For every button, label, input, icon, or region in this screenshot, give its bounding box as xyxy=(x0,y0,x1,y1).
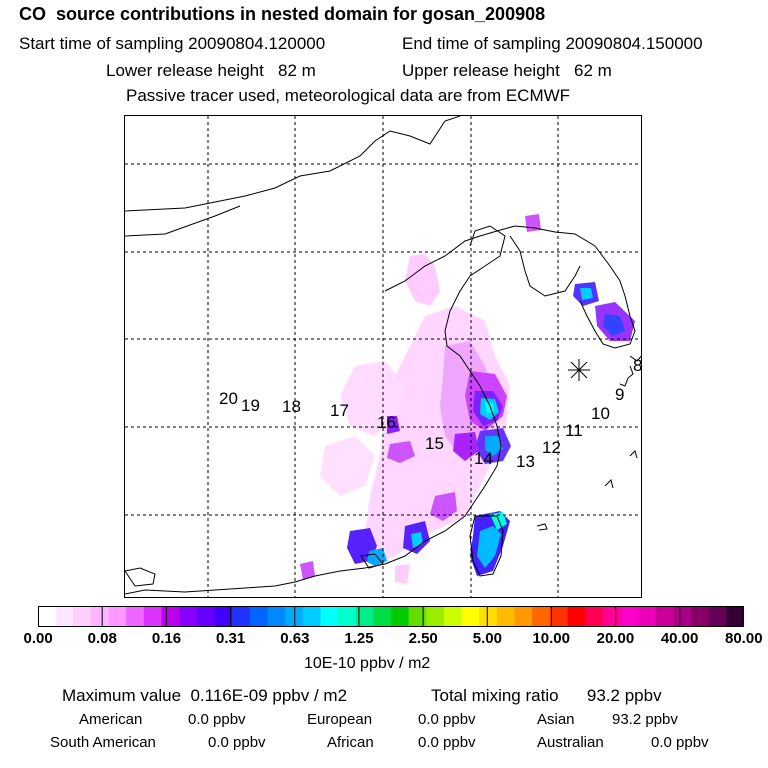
map-panel: 8 9 10 11 12 13 14 15 16 17 18 19 20 xyxy=(124,115,642,598)
trajectory-label: 17 xyxy=(330,401,349,420)
trajectory-label: 18 xyxy=(282,397,301,416)
colorbar-swatch xyxy=(161,606,180,627)
colorbar-swatch xyxy=(708,606,727,627)
colorbar-swatch xyxy=(73,606,92,627)
colorbar-swatch xyxy=(214,606,233,627)
colorbar xyxy=(38,606,744,627)
colorbar-swatch xyxy=(38,606,57,627)
concentration-field xyxy=(300,214,635,584)
colorbar-swatch xyxy=(391,606,410,627)
colorbar-swatch xyxy=(267,606,286,627)
colorbar-swatch xyxy=(461,606,480,627)
trajectory-label: 19 xyxy=(241,396,260,415)
colorbar-swatch xyxy=(179,606,198,627)
maximum-value-text: Maximum value 0.116E-09 ppbv / m2 xyxy=(62,686,348,705)
colorbar-swatch xyxy=(514,606,533,627)
source-label-european: European xyxy=(307,711,373,728)
colorbar-swatch xyxy=(532,606,551,627)
source-label-australian: Australian xyxy=(537,734,604,751)
colorbar-tick-label: 1.25 xyxy=(344,630,374,647)
colorbar-swatch xyxy=(143,606,163,627)
colorbar-swatch xyxy=(549,606,568,627)
trajectory-label: 16 xyxy=(377,413,396,432)
colorbar-swatch xyxy=(602,606,621,627)
lower-release-height-text: Lower release height 82 m xyxy=(106,61,316,80)
colorbar-swatch xyxy=(338,606,357,627)
total-mixing-ratio-text: Total mixing ratio 93.2 ppbv xyxy=(431,686,662,705)
source-value-asian: 93.2 ppbv xyxy=(612,711,678,728)
colorbar-swatch xyxy=(355,606,374,627)
colorbar-swatch xyxy=(249,606,268,627)
colorbar-swatch xyxy=(426,606,445,627)
colorbar-swatch xyxy=(479,606,498,627)
colorbar-tick-label: 10.00 xyxy=(532,630,570,647)
coastlines xyxy=(125,116,641,595)
upper-release-height-text: Upper release height 62 m xyxy=(402,61,612,80)
lat-lon-grid xyxy=(125,116,641,597)
colorbar-swatch xyxy=(320,606,339,627)
source-value-european: 0.0 ppbv xyxy=(418,711,476,728)
trajectory-label: 11 xyxy=(565,421,583,440)
end-time-text: End time of sampling 20090804.150000 xyxy=(402,34,703,53)
colorbar-swatch xyxy=(585,606,604,627)
colorbar-swatch xyxy=(126,606,145,627)
tracer-note-text: Passive tracer used, meteorological data… xyxy=(126,86,571,105)
source-value-american: 0.0 ppbv xyxy=(188,711,246,728)
colorbar-swatch xyxy=(638,606,657,627)
receptor-star-icon xyxy=(568,359,590,381)
colorbar-swatch xyxy=(691,606,710,627)
colorbar-swatch xyxy=(196,606,215,627)
colorbar-tick-label: 5.00 xyxy=(472,630,502,647)
colorbar-swatch xyxy=(302,606,321,627)
colorbar-swatch xyxy=(726,606,744,627)
colorbar-tick-label: 0.00 xyxy=(23,630,53,647)
colorbar-tick-label: 0.16 xyxy=(151,630,182,647)
colorbar-swatch xyxy=(232,606,251,627)
source-label-african: African xyxy=(327,734,374,751)
colorbar-swatch xyxy=(567,606,586,627)
colorbar-swatch xyxy=(655,606,674,627)
trajectory-label: 15 xyxy=(425,434,444,453)
colorbar-swatch xyxy=(496,606,516,627)
colorbar-units: 10E-10 ppbv / m2 xyxy=(304,655,431,672)
colorbar-tick-label: 0.31 xyxy=(216,630,246,647)
colorbar-swatch xyxy=(373,606,392,627)
colorbar-swatch xyxy=(443,606,463,627)
source-value-south-american: 0.0 ppbv xyxy=(208,734,266,751)
trajectory-label: 20 xyxy=(219,389,238,408)
trajectory-label: 9 xyxy=(615,385,624,404)
colorbar-swatch xyxy=(108,606,127,627)
source-label-american: American xyxy=(79,711,143,728)
trajectory-label: 13 xyxy=(516,452,535,471)
trajectory-label: 12 xyxy=(542,438,561,457)
colorbar-tick-label: 40.00 xyxy=(660,630,699,647)
colorbar-swatch xyxy=(408,606,427,627)
trajectory-label: 8 xyxy=(633,356,642,375)
source-label-south-american: South American xyxy=(50,734,156,751)
colorbar-swatch xyxy=(620,606,639,627)
colorbar-tick-label: 20.00 xyxy=(596,630,635,647)
colorbar-tick-label: 2.50 xyxy=(408,630,438,647)
colorbar-border xyxy=(38,606,744,627)
colorbar-swatch xyxy=(285,606,304,627)
colorbar-swatch xyxy=(55,606,74,627)
colorbar-swatch xyxy=(90,606,110,627)
source-label-asian: Asian xyxy=(537,711,575,728)
colorbar-tick-label: 0.63 xyxy=(280,630,310,647)
trajectory-label: 10 xyxy=(591,404,610,423)
colorbar-swatch xyxy=(673,606,692,627)
figure-title: CO source contributions in nested domain… xyxy=(19,4,546,24)
colorbar-tick-label: 0.08 xyxy=(87,630,117,647)
source-value-african: 0.0 ppbv xyxy=(418,734,476,751)
trajectory-label: 14 xyxy=(474,449,493,468)
start-time-text: Start time of sampling 20090804.120000 xyxy=(19,34,326,53)
colorbar-tick-label: 80.00 xyxy=(725,630,763,647)
source-value-australian: 0.0 ppbv xyxy=(651,734,709,751)
